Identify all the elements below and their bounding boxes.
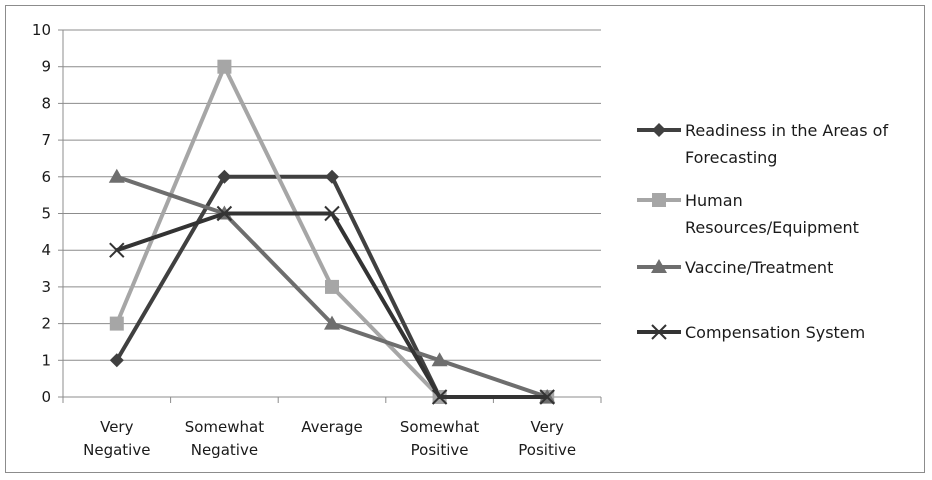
legend-label: Resources/Equipment bbox=[685, 218, 859, 237]
y-tick-label: 2 bbox=[41, 315, 51, 333]
x-tick-label: Somewhat bbox=[185, 418, 265, 436]
y-tick-label: 10 bbox=[32, 21, 51, 39]
legend-marker bbox=[651, 324, 667, 340]
y-tick-label: 9 bbox=[41, 58, 51, 76]
y-tick-label: 3 bbox=[41, 278, 51, 296]
y-tick-label: 8 bbox=[41, 94, 51, 112]
data-point bbox=[108, 168, 125, 183]
legend-marker bbox=[652, 193, 666, 207]
series-line bbox=[116, 211, 548, 399]
data-point bbox=[109, 316, 124, 331]
data-point bbox=[431, 352, 448, 367]
data-point bbox=[109, 353, 124, 368]
legend-label: Human bbox=[685, 191, 743, 210]
y-tick-label: 6 bbox=[41, 168, 51, 186]
x-tick-label: Positive bbox=[411, 441, 469, 459]
data-point bbox=[216, 205, 233, 222]
x-tick-label: Very bbox=[100, 418, 133, 436]
data-point bbox=[324, 205, 340, 222]
legend-label: Compensation System bbox=[685, 323, 865, 342]
y-tick-label: 1 bbox=[41, 351, 51, 369]
x-tick-label: Very bbox=[531, 418, 564, 436]
x-tick-label: Positive bbox=[518, 441, 576, 459]
y-tick-label: 5 bbox=[41, 205, 51, 223]
series-line bbox=[114, 64, 548, 399]
legend-marker bbox=[652, 123, 666, 137]
legend-marker bbox=[651, 259, 667, 273]
y-tick-label: 4 bbox=[41, 241, 51, 259]
data-point bbox=[217, 169, 232, 184]
data-point bbox=[109, 242, 125, 258]
x-tick-label: Negative bbox=[83, 441, 150, 459]
data-point bbox=[539, 389, 555, 405]
data-point bbox=[324, 315, 340, 330]
data-point bbox=[325, 279, 339, 294]
legend-label: Readiness in the Areas of bbox=[685, 121, 888, 140]
legend-label: Vaccine/Treatment bbox=[685, 258, 833, 277]
y-tick-label: 7 bbox=[41, 131, 51, 149]
y-tick-label: 0 bbox=[41, 388, 51, 406]
x-tick-label: Negative bbox=[191, 441, 258, 459]
legend-label: Forecasting bbox=[685, 148, 777, 167]
x-tick-label: Somewhat bbox=[400, 418, 480, 436]
x-tick-label: Average bbox=[301, 418, 363, 436]
data-point bbox=[325, 169, 339, 184]
data-point bbox=[431, 389, 448, 405]
data-point bbox=[217, 59, 232, 74]
